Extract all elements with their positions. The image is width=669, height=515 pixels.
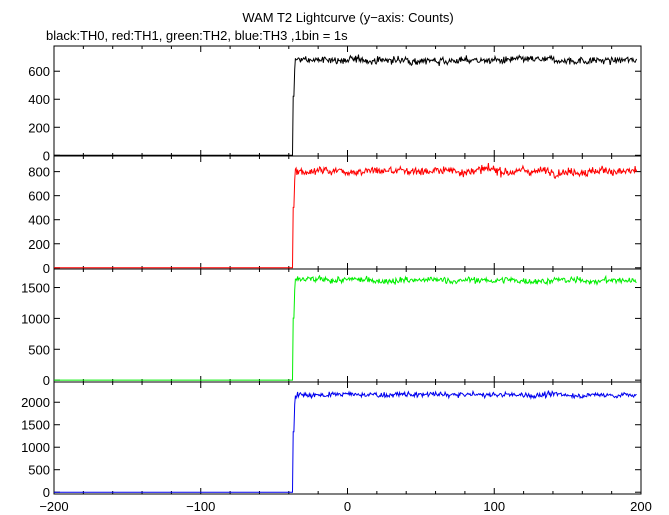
y-tick-label: 0 xyxy=(43,373,50,388)
series-TH0-line xyxy=(54,54,638,156)
x-tick-label: 0 xyxy=(344,499,351,514)
panel-0: 0 200 400 600 xyxy=(28,45,642,163)
x-tick-label: −200 xyxy=(39,499,68,514)
x-tick-label: 100 xyxy=(483,499,505,514)
y-tick-label: 2000 xyxy=(21,395,50,410)
chart-title: WAM T2 Lightcurve (y−axis: Counts) xyxy=(242,10,453,25)
y-tick-label: 500 xyxy=(28,342,50,357)
y-tick-label: 0 xyxy=(43,148,50,163)
x-tick-label: 200 xyxy=(630,499,652,514)
series-TH3-line xyxy=(54,389,637,493)
series-TH2-line xyxy=(54,274,637,381)
panel-3: 0 500 1000 1500 2000 −200 −100 0 100 200 xyxy=(21,381,652,514)
y-tick-label: 1500 xyxy=(21,418,50,433)
panel-frame xyxy=(53,45,642,157)
y-tick-label: 0 xyxy=(43,261,50,276)
y-tick-label: 0 xyxy=(43,485,50,500)
y-tick-label: 600 xyxy=(28,189,50,204)
y-tick-label: 1500 xyxy=(21,281,50,296)
series-TH1-line xyxy=(54,163,638,269)
y-tick-label: 400 xyxy=(28,213,50,228)
y-tick-label: 1000 xyxy=(21,311,50,326)
y-tick-label: 400 xyxy=(28,92,50,107)
y-tick-label: 600 xyxy=(28,64,50,79)
y-tick-label: 800 xyxy=(28,165,50,180)
y-tick-label: 500 xyxy=(28,463,50,478)
panel-frame xyxy=(53,268,642,383)
y-tick-label: 200 xyxy=(28,120,50,135)
chart-subtitle: black:TH0, red:TH1, green:TH2, blue:TH3 … xyxy=(46,28,348,43)
panels-group: 0200400600020040060080005001000150005001… xyxy=(21,45,652,514)
x-tick-label: −100 xyxy=(186,499,215,514)
panel-1: 0 200 400 600 800 xyxy=(28,155,642,276)
panel-frame xyxy=(53,381,642,495)
y-tick-label: 1000 xyxy=(21,440,50,455)
y-tick-label: 200 xyxy=(28,237,50,252)
panel-2: 0 500 1000 1500 xyxy=(21,268,642,388)
